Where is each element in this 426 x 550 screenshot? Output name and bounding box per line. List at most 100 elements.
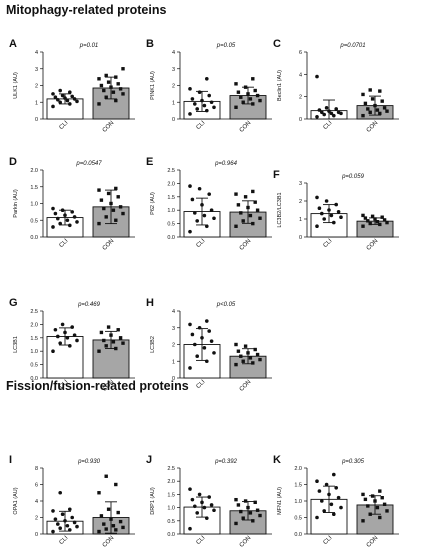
panel-f-letter: F — [273, 169, 280, 181]
panel-a-point-cli-7 — [63, 96, 67, 100]
panel-f-point-cli-8 — [317, 206, 322, 210]
panel-a-point-con-2 — [104, 95, 108, 99]
panel-j-point-con-1 — [251, 519, 255, 523]
panel-c-ytick-label-1: 2 — [299, 95, 302, 101]
panel-k-ytick-label-4: 2.0 — [294, 466, 302, 472]
panel-h-xtick-label-cli: CLI — [196, 379, 207, 390]
panel-c-point-cli-9 — [334, 107, 339, 111]
panel-i-point-cli-8 — [53, 517, 58, 521]
panel-f-point-cli-2 — [322, 217, 327, 221]
panel-d-point-cli-9 — [70, 210, 74, 214]
panel-k-xtick-label-cli: CLI — [323, 535, 334, 546]
panel-g-ytick-label-4: 2.0 — [30, 322, 38, 328]
panel-d-point-con-2 — [104, 215, 108, 219]
panel-i-point-cli-6 — [72, 520, 77, 525]
panel-i-point-cli-11 — [51, 509, 55, 513]
panel-g-point-con-4 — [111, 340, 116, 344]
panel-e-xtick-label-cli: CLI — [196, 238, 207, 249]
panel-g-bar-con — [92, 339, 130, 379]
panel-i-point-cli-13 — [58, 490, 62, 495]
panel-i-ytick-label-1: 2 — [35, 516, 38, 522]
section-title-mitophagy: Mitophagy-related proteins — [6, 3, 167, 17]
panel-e-point-cli-11 — [188, 184, 192, 188]
panel-i-xtick-label-con: CON — [102, 535, 116, 549]
panel-a-point-cli-8 — [53, 95, 58, 100]
panel-k-ytick-label-1: 0.5 — [294, 516, 302, 522]
panel-c-point-con-12 — [378, 89, 382, 93]
panel-e-point-con-8 — [236, 203, 241, 207]
panel-g-point-con-10 — [106, 325, 111, 329]
panel-c-point-cli-8 — [317, 108, 322, 112]
panel-a-point-cli-10 — [60, 93, 65, 98]
panel-h-point-cli-8 — [190, 332, 195, 337]
panel-f-ytick-label-2: 2 — [299, 199, 302, 205]
panel-c-point-con-1 — [378, 111, 382, 116]
panel-g-letter: G — [9, 297, 18, 309]
panel-k-point-cli-5 — [320, 499, 324, 503]
panel-i-point-con-13 — [104, 474, 108, 478]
panel-j-point-cli-5 — [193, 504, 197, 509]
panel-i-point-cli-2 — [58, 526, 62, 531]
panel-d-ytick-label-1: 0.5 — [30, 218, 38, 224]
panel-h-ytick-label-2: 2 — [172, 343, 175, 349]
panel-a-ytick-label-0: 0 — [35, 117, 38, 123]
panel-j-point-con-9 — [253, 500, 257, 505]
panel-a-point-con-4 — [111, 90, 116, 94]
panel-a-point-con-5 — [102, 88, 106, 93]
panel-f-point-cli-11 — [315, 195, 319, 200]
panel-j-point-cli-8 — [190, 497, 195, 502]
panel-c-point-con-0 — [361, 113, 365, 118]
panel-b-point-con-0 — [234, 105, 238, 109]
panel-h-point-con-3 — [258, 357, 262, 362]
panel-k-ytick-label-3: 1.5 — [294, 483, 302, 489]
panel-i-ytick-label-0: 0 — [35, 532, 38, 538]
panel-k-point-cli-1 — [332, 512, 336, 516]
panel-h-point-cli-5 — [193, 342, 197, 347]
panel-e-point-cli-9 — [207, 192, 211, 196]
panel-d-point-con-4 — [111, 208, 116, 212]
panel-d-point-cli-1 — [68, 223, 72, 228]
panel-k-point-cli-3 — [339, 505, 343, 510]
panel-i-point-cli-10 — [60, 512, 65, 516]
panel-i-ylabel: OPA1 (AU) — [13, 487, 19, 514]
panel-i-point-con-8 — [99, 514, 104, 518]
panel-e-point-cli-0 — [188, 229, 192, 234]
panel-f-point-cli-9 — [334, 202, 339, 207]
panel-i-ytick-label-4: 8 — [35, 466, 38, 472]
panel-c-point-cli-2 — [322, 112, 327, 117]
panel-b-point-cli-9 — [207, 93, 211, 98]
panel-a-point-cli-3 — [75, 99, 79, 104]
panel-c-point-cli-5 — [320, 110, 324, 115]
panel-k-point-cli-12 — [332, 472, 336, 477]
panel-a-point-con-0 — [97, 102, 101, 106]
panel-g-point-cli-10 — [60, 322, 65, 327]
panel-c-point-con-13 — [368, 88, 372, 92]
panel-e-point-cli-5 — [193, 211, 197, 215]
panel-k-point-con-2 — [368, 512, 372, 516]
panel-c-pvalue: p=0.0701 — [339, 43, 365, 49]
panel-j-point-cli-6 — [209, 503, 214, 507]
panel-i-point-con-7 — [109, 517, 113, 521]
panel-h-point-cli-12 — [205, 319, 209, 323]
panel-b-point-cli-5 — [193, 102, 197, 106]
panel-e-ytick-label-4: 2.0 — [167, 181, 175, 187]
panel-k-ylabel: MFN1 (AU) — [277, 487, 283, 515]
panel-g-point-cli-1 — [68, 344, 72, 348]
panel-c-point-cli-11 — [315, 74, 319, 79]
panel-i-xtick-label-cli: CLI — [59, 535, 70, 546]
panel-g-point-cli-9 — [70, 325, 74, 329]
panel-d-point-con-12 — [114, 186, 118, 191]
panel-g-point-cli-8 — [53, 327, 58, 332]
panel-e-ylabel: P62 (AU) — [150, 192, 156, 215]
panel-c-point-con-7 — [373, 103, 377, 108]
panel-g-xtick-label-cli: CLI — [59, 379, 70, 390]
panel-e-point-cli-7 — [200, 203, 204, 207]
panel-d-letter: D — [9, 156, 17, 168]
panel-d-ytick-label-3: 1.5 — [30, 185, 38, 191]
panel-j-point-cli-9 — [207, 495, 211, 499]
panel-g-point-cli-6 — [72, 333, 77, 337]
panel-j-point-con-0 — [234, 521, 238, 526]
panel-j-point-con-4 — [248, 511, 253, 515]
panel-b-point-con-3 — [258, 98, 262, 103]
panel-g-point-con-3 — [121, 341, 125, 345]
